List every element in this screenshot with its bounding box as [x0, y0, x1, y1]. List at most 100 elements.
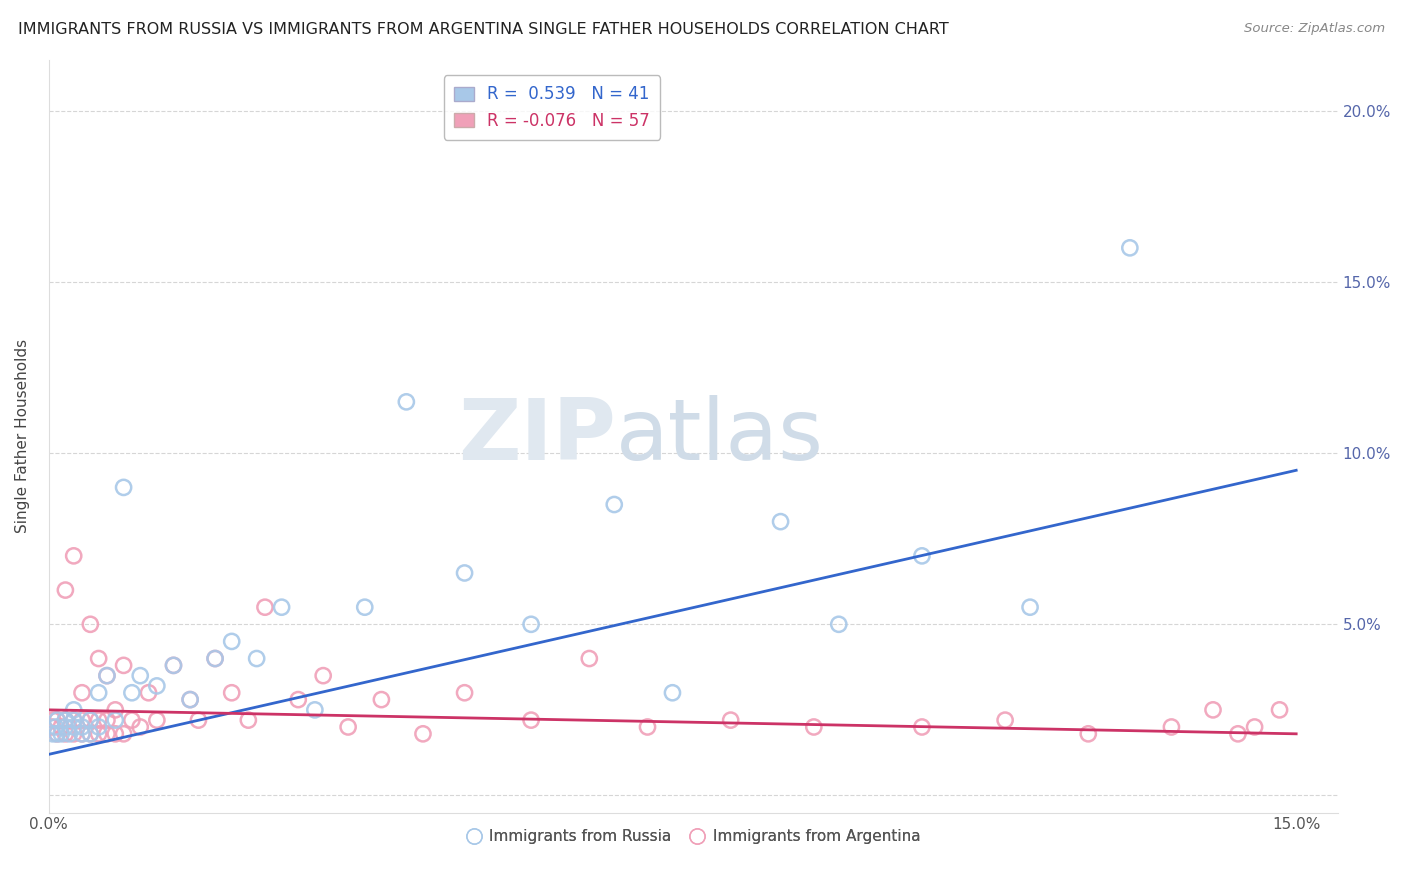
Point — [62, 713, 84, 727]
Point — [70, 727, 93, 741]
Point — [1077, 727, 1099, 741]
Point — [96, 713, 118, 727]
Point — [146, 679, 169, 693]
Point — [70, 727, 93, 741]
Point — [44, 720, 66, 734]
Point — [828, 617, 851, 632]
Point — [79, 713, 101, 727]
Point — [104, 703, 127, 717]
Point — [637, 720, 659, 734]
Point — [1160, 720, 1182, 734]
Point — [62, 703, 84, 717]
Point — [246, 651, 269, 665]
Point — [287, 692, 309, 706]
Point — [46, 713, 69, 727]
Text: atlas: atlas — [616, 394, 824, 477]
Point — [370, 692, 392, 706]
Point — [179, 692, 201, 706]
Point — [520, 713, 543, 727]
Point — [270, 600, 292, 615]
Point — [42, 727, 65, 741]
Point — [353, 600, 375, 615]
Point — [1119, 241, 1142, 255]
Point — [179, 692, 201, 706]
Point — [1226, 727, 1249, 741]
Point — [55, 727, 77, 741]
Point — [87, 727, 110, 741]
Text: ZIP: ZIP — [458, 394, 616, 477]
Point — [62, 713, 84, 727]
Point — [337, 720, 360, 734]
Point — [129, 720, 152, 734]
Point — [720, 713, 742, 727]
Point — [121, 713, 143, 727]
Point — [87, 651, 110, 665]
Point — [395, 394, 418, 409]
Point — [162, 658, 184, 673]
Point — [412, 727, 434, 741]
Point — [238, 713, 260, 727]
Point — [138, 686, 160, 700]
Point — [70, 686, 93, 700]
Point — [79, 727, 101, 741]
Point — [304, 703, 326, 717]
Point — [146, 713, 169, 727]
Point — [87, 686, 110, 700]
Point — [79, 617, 101, 632]
Point — [1202, 703, 1225, 717]
Point — [603, 498, 626, 512]
Point — [187, 713, 209, 727]
Point — [79, 727, 101, 741]
Point — [62, 549, 84, 563]
Point — [162, 658, 184, 673]
Point — [70, 720, 93, 734]
Legend: Immigrants from Russia, Immigrants from Argentina: Immigrants from Russia, Immigrants from … — [460, 822, 927, 850]
Point — [803, 720, 825, 734]
Point — [96, 668, 118, 682]
Point — [1268, 703, 1291, 717]
Point — [79, 713, 101, 727]
Point — [1243, 720, 1265, 734]
Point — [1019, 600, 1042, 615]
Point — [51, 727, 73, 741]
Point — [96, 668, 118, 682]
Text: IMMIGRANTS FROM RUSSIA VS IMMIGRANTS FROM ARGENTINA SINGLE FATHER HOUSEHOLDS COR: IMMIGRANTS FROM RUSSIA VS IMMIGRANTS FRO… — [18, 22, 949, 37]
Point — [911, 720, 934, 734]
Point — [204, 651, 226, 665]
Point — [121, 686, 143, 700]
Point — [46, 727, 69, 741]
Point — [70, 713, 93, 727]
Point — [55, 720, 77, 734]
Point — [96, 727, 118, 741]
Point — [46, 727, 69, 741]
Point — [221, 634, 243, 648]
Point — [911, 549, 934, 563]
Point — [55, 713, 77, 727]
Point — [112, 658, 135, 673]
Point — [62, 727, 84, 741]
Point — [87, 720, 110, 734]
Point — [51, 720, 73, 734]
Point — [104, 713, 127, 727]
Point — [112, 727, 135, 741]
Point — [994, 713, 1017, 727]
Point — [39, 720, 62, 734]
Point — [112, 480, 135, 494]
Point — [578, 651, 600, 665]
Point — [104, 727, 127, 741]
Point — [453, 686, 475, 700]
Point — [46, 713, 69, 727]
Point — [87, 713, 110, 727]
Point — [55, 583, 77, 598]
Point — [312, 668, 335, 682]
Point — [62, 720, 84, 734]
Point — [253, 600, 276, 615]
Point — [129, 668, 152, 682]
Point — [453, 566, 475, 580]
Point — [58, 727, 80, 741]
Point — [55, 713, 77, 727]
Point — [520, 617, 543, 632]
Point — [221, 686, 243, 700]
Y-axis label: Single Father Households: Single Father Households — [15, 339, 30, 533]
Point — [661, 686, 683, 700]
